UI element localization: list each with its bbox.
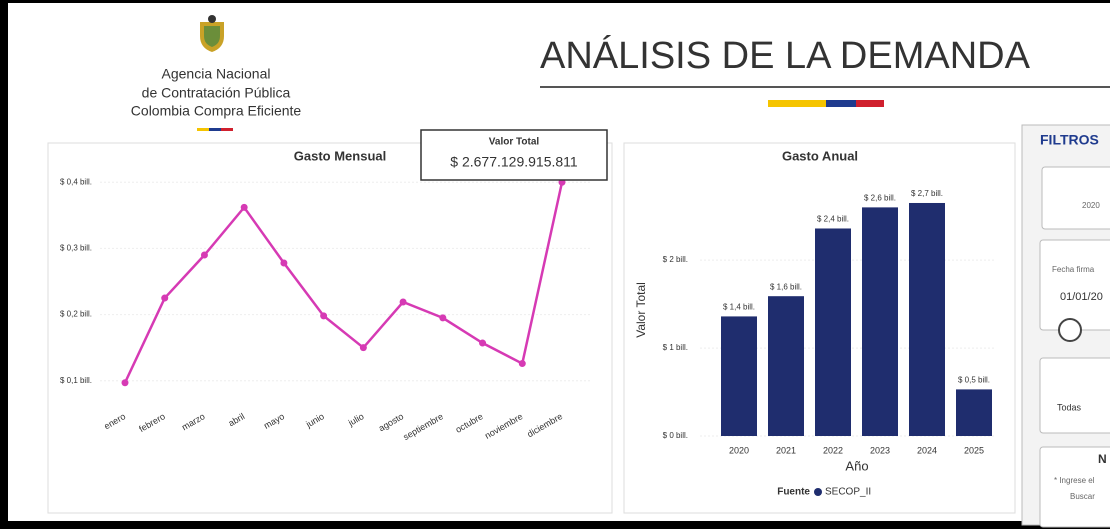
- y-tick-label: $ 0,2 bill.: [60, 310, 92, 319]
- point: [399, 298, 407, 306]
- data-label: $ 0,5 bill.: [958, 376, 990, 385]
- data-label: $ 2,4 bill.: [817, 215, 849, 224]
- legend-title: Fuente: [777, 487, 810, 498]
- logo: [200, 15, 224, 52]
- filter-panel: FILTROS 2020 Fecha firma 01/01/20 Todas …: [1021, 124, 1110, 528]
- legend-entry: SECOP_II: [825, 487, 871, 498]
- y-tick-label: $ 1 bill.: [663, 343, 688, 352]
- bar: [956, 389, 992, 436]
- flag: [209, 128, 221, 131]
- bar: [768, 296, 804, 436]
- filter-date: 01/01/20: [1060, 291, 1103, 303]
- chart-title: Gasto Anual: [782, 148, 858, 163]
- point: [240, 203, 248, 211]
- bar: [721, 316, 757, 436]
- y-tick-label: $ 0,1 bill.: [60, 376, 92, 385]
- frame-bottom: [0, 521, 1110, 529]
- point: [479, 339, 487, 347]
- x-tick-label: 2024: [917, 445, 937, 455]
- agency-line: Agencia Nacional: [162, 66, 271, 82]
- point: [161, 294, 169, 302]
- search-box[interactable]: Buscar: [1070, 492, 1095, 501]
- point: [320, 312, 328, 320]
- bar: [862, 207, 898, 436]
- point: [280, 259, 288, 267]
- x-tick-label: 2020: [729, 445, 749, 455]
- data-label: $ 2,7 bill.: [911, 189, 943, 198]
- kpi-card: [420, 129, 608, 181]
- y-tick-label: $ 0 bill.: [663, 431, 688, 440]
- frame-left: [0, 0, 8, 529]
- x-tick-label: 2023: [870, 445, 890, 455]
- filter-section: N: [1098, 452, 1107, 466]
- filter-hint: * Ingrese el: [1054, 476, 1095, 485]
- bar: [909, 202, 945, 436]
- x-tick-label: 2025: [964, 445, 984, 455]
- y-tick-label: $ 0,4 bill.: [60, 177, 92, 186]
- legend-swatch: [814, 488, 822, 496]
- x-tick-label: 2021: [776, 445, 796, 455]
- filter-box[interactable]: [1039, 357, 1110, 434]
- slider-handle[interactable]: [1058, 318, 1082, 342]
- point: [121, 379, 129, 387]
- x-tick-label: 2022: [823, 445, 843, 455]
- agency-line: Colombia Compra Eficiente: [131, 103, 302, 119]
- flag: [826, 100, 856, 107]
- data-label: $ 2,6 bill.: [864, 193, 896, 202]
- filter-box[interactable]: [1039, 239, 1110, 331]
- line: [123, 181, 564, 384]
- flag: [856, 100, 884, 107]
- flag: [768, 100, 826, 107]
- x-axis-label: Año: [845, 458, 868, 473]
- page-title: ANÁLISIS DE LA DEMANDA: [540, 34, 1031, 77]
- bar: [815, 228, 851, 436]
- point: [439, 314, 447, 322]
- point: [518, 360, 526, 368]
- data-label: $ 1,4 bill.: [723, 303, 755, 312]
- y-axis-label: Valor Total: [634, 282, 648, 338]
- filter-year: 2020: [1082, 201, 1100, 210]
- point: [200, 251, 208, 259]
- kpi-label: Valor Total: [489, 137, 540, 148]
- data-label: $ 1,6 bill.: [770, 282, 802, 291]
- flag: [197, 128, 209, 131]
- panel: [47, 142, 613, 514]
- point: [359, 344, 367, 352]
- y-tick-label: $ 2 bill.: [663, 255, 688, 264]
- filter-option: Todas: [1057, 402, 1082, 412]
- kpi-value: $ 2.677.129.915.811: [450, 154, 578, 170]
- chart-title: Gasto Mensual: [294, 148, 386, 163]
- flag: [221, 128, 233, 131]
- filter-label: Fecha firma: [1052, 265, 1095, 274]
- filter-box[interactable]: [1041, 166, 1110, 230]
- y-tick-label: $ 0,3 bill.: [60, 244, 92, 253]
- filter-title: FILTROS: [1040, 132, 1099, 148]
- filter-box: [1039, 446, 1110, 528]
- agency-line: de Contratación Pública: [142, 85, 291, 101]
- frame-top: [0, 0, 1110, 3]
